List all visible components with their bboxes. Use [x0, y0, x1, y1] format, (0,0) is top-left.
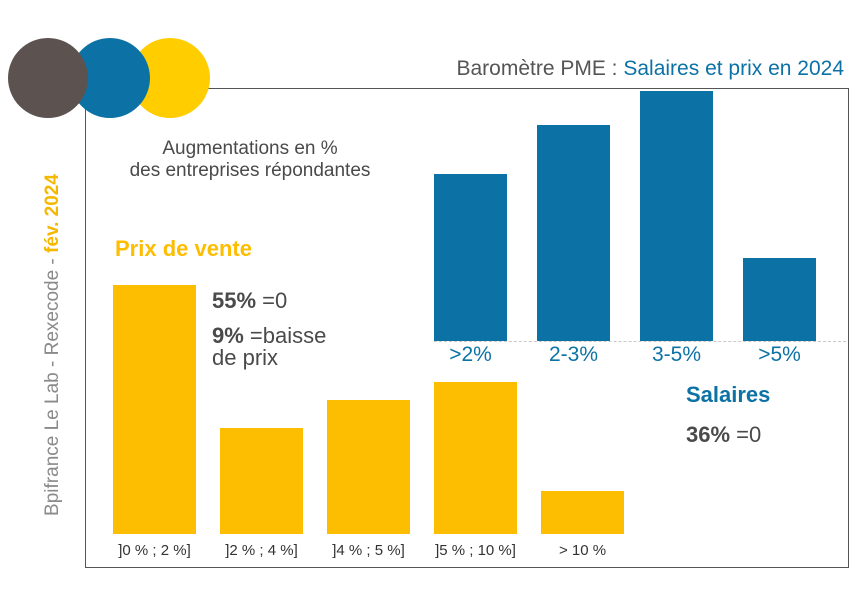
prix-tick-label-3: ]5 % ; 10 %]	[435, 542, 516, 559]
prix-tick-label-0: ]0 % ; 2 %]	[118, 542, 191, 559]
salaires-bar-0	[434, 174, 507, 341]
salaires-tick-label-3: >5%	[758, 343, 801, 366]
salaires-bar-2	[640, 90, 713, 341]
salaires-baseline	[434, 341, 846, 342]
salaires-note-text: =0	[730, 422, 762, 447]
salaires-bar-3	[743, 257, 816, 341]
title-prefix: Baromètre PME :	[456, 57, 624, 80]
prix-tick-label-2: ]4 % ; 5 %]	[332, 542, 405, 559]
salaires-tick-label-1: 2-3%	[548, 343, 599, 366]
salaires-note: 36% =0	[686, 424, 761, 446]
prix-bar-4	[541, 491, 624, 534]
prix-note-1-text: =0	[256, 288, 288, 313]
prix-note-1-value: 55%	[212, 288, 257, 313]
prix-note-2: 9% =baisse de prix	[212, 325, 326, 369]
prix-bar-1	[220, 428, 303, 534]
prix-series-title: Prix de vente	[115, 236, 252, 261]
chart-title: Baromètre PME : Salaires et prix en 2024	[456, 57, 844, 81]
prix-note-1: 55% =0	[212, 290, 287, 312]
salaires-tick-label-0: >2%	[449, 343, 492, 366]
chart-subtitle: Augmentations en % des entreprises répon…	[100, 138, 400, 182]
prix-bar-3	[434, 381, 517, 534]
source-text: Bpifrance Le Lab - Rexecode -	[42, 252, 63, 516]
prix-note-2-text: =baisse	[243, 323, 327, 348]
salaires-series-title: Salaires	[686, 382, 771, 407]
prix-tick-label-1: ]2 % ; 4 %]	[225, 542, 298, 559]
prix-tick-label-4: > 10 %	[558, 542, 607, 559]
salaires-note-value: 36%	[686, 422, 731, 447]
title-highlight: Salaires et prix en 2024	[623, 57, 844, 80]
prix-bar-2	[327, 399, 410, 534]
prix-bar-0	[113, 285, 196, 534]
prix-note-2-value: 9%	[212, 323, 244, 348]
subtitle-line-1: Augmentations en %	[162, 138, 338, 159]
chart-frame	[85, 88, 849, 568]
salaires-bar-1	[537, 125, 610, 341]
subtitle-line-2: des entreprises répondantes	[129, 160, 371, 181]
salaires-tick-label-2: 3-5%	[651, 343, 702, 366]
source-date: fév. 2024	[42, 174, 63, 253]
prix-note-2-line2: de prix	[212, 345, 279, 370]
brand-circle-brown	[8, 38, 88, 118]
